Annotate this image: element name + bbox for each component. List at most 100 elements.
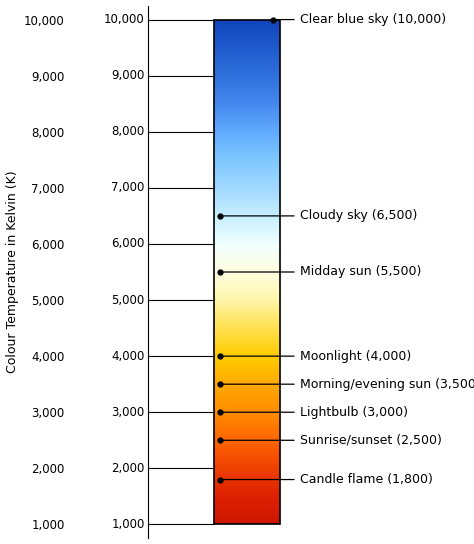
Text: 7,000: 7,000 [111, 181, 145, 194]
Bar [214, 298, 280, 299]
Bar [214, 219, 280, 220]
Bar [214, 94, 280, 95]
Bar [214, 420, 280, 421]
Text: 4,000: 4,000 [111, 350, 145, 363]
Bar [214, 416, 280, 417]
Bar [214, 318, 280, 319]
Bar [214, 497, 280, 498]
Bar [214, 435, 280, 436]
Bar [214, 82, 280, 83]
Bar [214, 348, 280, 349]
Bar [214, 202, 280, 203]
Bar [214, 162, 280, 163]
Bar [214, 112, 280, 113]
Bar [214, 151, 280, 152]
Bar [214, 90, 280, 91]
Bar [214, 28, 280, 29]
Bar [214, 133, 280, 134]
Bar [214, 304, 280, 305]
Bar [214, 473, 280, 474]
Bar [214, 479, 280, 480]
Bar [214, 236, 280, 237]
Bar [214, 470, 280, 471]
Bar [214, 474, 280, 475]
Bar [214, 411, 280, 412]
Bar [214, 261, 280, 262]
Bar [214, 189, 280, 190]
Bar [214, 227, 280, 228]
Bar [214, 496, 280, 497]
Bar [214, 86, 280, 88]
Bar [214, 414, 280, 415]
Bar [214, 196, 280, 197]
Bar [214, 119, 280, 120]
Bar [214, 285, 280, 286]
Bar [214, 190, 280, 191]
Bar [214, 491, 280, 492]
Bar [214, 487, 280, 488]
Bar [214, 313, 280, 314]
Bar [214, 154, 280, 156]
Bar [214, 96, 280, 97]
Bar [214, 20, 280, 21]
Bar [214, 104, 280, 106]
Bar [214, 172, 280, 174]
Bar [214, 183, 280, 184]
Bar [214, 71, 280, 72]
Bar [214, 24, 280, 26]
Bar [214, 277, 280, 278]
Bar [214, 116, 280, 117]
Bar [214, 72, 280, 73]
Bar [214, 300, 280, 301]
Bar [214, 34, 280, 35]
Bar [214, 141, 280, 142]
Bar [214, 510, 280, 511]
Bar [214, 328, 280, 329]
Bar [214, 221, 280, 222]
Bar [214, 488, 280, 489]
Text: 5,000: 5,000 [111, 294, 145, 307]
Bar [214, 135, 280, 136]
Bar [214, 374, 280, 375]
Bar [214, 406, 280, 407]
Bar [214, 421, 280, 422]
Bar [214, 77, 280, 78]
Bar [214, 136, 280, 137]
Bar [214, 296, 280, 298]
Bar [214, 353, 280, 354]
Bar [214, 344, 280, 345]
Bar [214, 244, 280, 245]
Bar [214, 102, 280, 103]
Bar [214, 249, 280, 250]
Bar [214, 138, 280, 139]
Bar [214, 442, 280, 443]
Bar [214, 326, 280, 327]
Bar [214, 415, 280, 416]
Bar [214, 384, 280, 385]
Bar [214, 316, 280, 317]
Bar [214, 518, 280, 520]
Text: 8,000: 8,000 [111, 125, 145, 138]
Bar [214, 272, 280, 273]
Bar [214, 47, 280, 48]
Text: 10,000: 10,000 [104, 13, 145, 26]
Bar [214, 444, 280, 446]
Bar [214, 516, 280, 517]
Bar [214, 225, 280, 226]
Bar [214, 35, 280, 36]
Bar [214, 273, 280, 274]
Bar [214, 274, 280, 275]
Bar [214, 160, 280, 162]
Bar [214, 398, 280, 399]
Bar [214, 412, 280, 413]
Bar [214, 226, 280, 227]
Bar [214, 264, 280, 265]
Bar [214, 91, 280, 92]
Bar [214, 158, 280, 159]
Bar [214, 347, 280, 348]
Bar [214, 56, 280, 57]
Bar [214, 60, 280, 61]
Bar [214, 323, 280, 324]
Bar [214, 240, 280, 242]
Bar [214, 357, 280, 358]
